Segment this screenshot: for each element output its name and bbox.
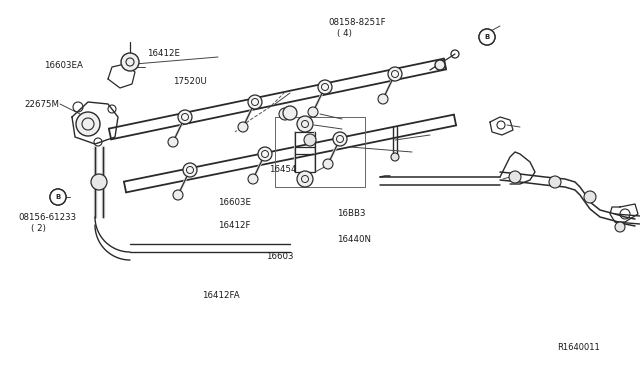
Text: ( 4): ( 4) [337, 29, 352, 38]
Circle shape [323, 159, 333, 169]
Circle shape [391, 153, 399, 161]
Circle shape [178, 110, 192, 124]
Text: 16603E: 16603E [218, 198, 251, 207]
Text: 08158-8251F: 08158-8251F [328, 18, 386, 27]
Text: 16603: 16603 [266, 252, 293, 261]
Circle shape [479, 29, 495, 45]
Circle shape [333, 132, 347, 146]
Text: 16412E: 16412E [147, 49, 180, 58]
Text: R1640011: R1640011 [557, 343, 600, 352]
Text: B: B [484, 32, 490, 42]
Text: 16412F: 16412F [218, 221, 250, 230]
Circle shape [304, 134, 316, 146]
Circle shape [279, 108, 291, 120]
Text: 22675M: 22675M [24, 100, 60, 109]
Circle shape [121, 53, 139, 71]
Circle shape [238, 122, 248, 132]
Circle shape [584, 191, 596, 203]
Circle shape [378, 94, 388, 104]
Text: 16440N: 16440N [337, 235, 371, 244]
Text: 16454: 16454 [269, 165, 296, 174]
Text: 17520U: 17520U [173, 77, 207, 86]
Circle shape [168, 137, 178, 147]
Circle shape [173, 190, 183, 200]
Circle shape [318, 80, 332, 94]
Circle shape [615, 222, 625, 232]
Circle shape [297, 116, 313, 132]
Circle shape [91, 174, 107, 190]
Circle shape [76, 112, 100, 136]
Text: 16603EA: 16603EA [44, 61, 83, 70]
Circle shape [283, 106, 297, 120]
Circle shape [248, 174, 258, 184]
Circle shape [549, 176, 561, 188]
Circle shape [50, 189, 66, 205]
Circle shape [509, 171, 521, 183]
Text: B: B [484, 34, 490, 40]
Circle shape [258, 147, 272, 161]
Text: 16412FA: 16412FA [202, 291, 239, 300]
Text: 08156-61233: 08156-61233 [18, 213, 76, 222]
Circle shape [297, 171, 313, 187]
Circle shape [248, 95, 262, 109]
Text: 16BB3: 16BB3 [337, 209, 366, 218]
Circle shape [308, 107, 318, 117]
Circle shape [183, 163, 197, 177]
Text: ( 2): ( 2) [31, 224, 45, 233]
Circle shape [388, 67, 402, 81]
Circle shape [50, 189, 66, 205]
Circle shape [435, 60, 445, 70]
Text: B: B [55, 192, 61, 202]
Circle shape [479, 29, 495, 45]
Text: B: B [56, 194, 61, 200]
